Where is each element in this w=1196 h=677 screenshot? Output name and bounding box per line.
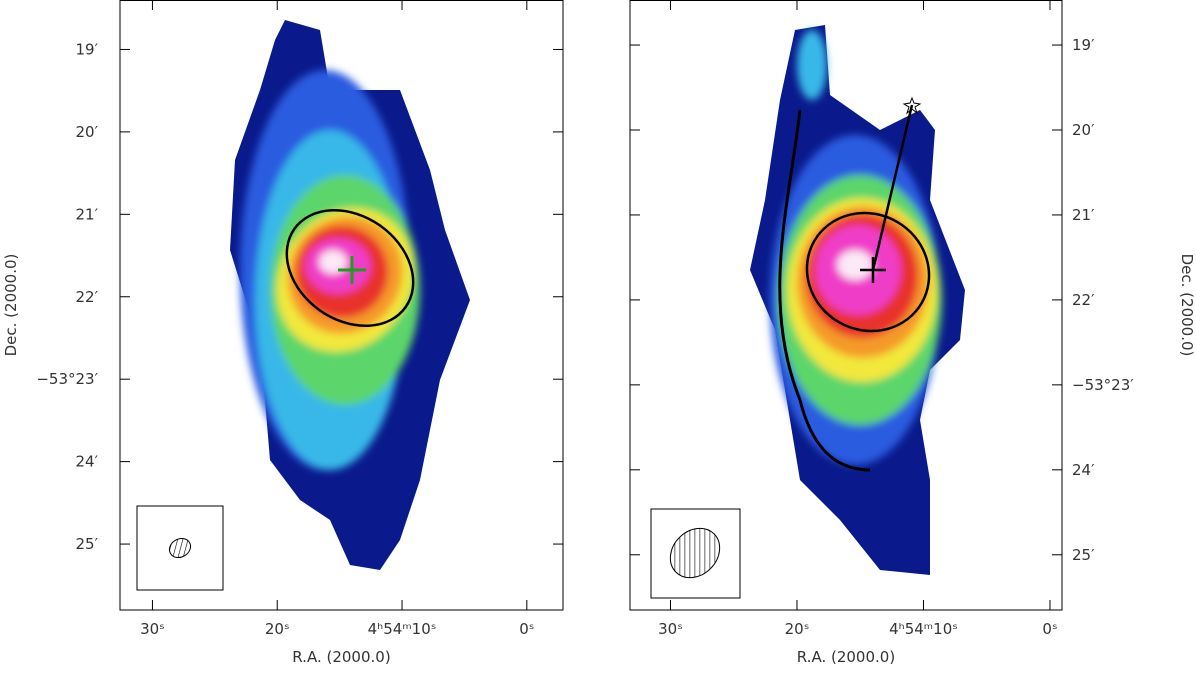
x-tick-label: 20ˢ [785,620,810,638]
x-tick-label: 20ˢ [265,620,290,638]
plot-frame [119,0,564,611]
y-tick-label: −53°23′ [1072,376,1134,394]
x-axis-label: R.A. (2000.0) [797,648,895,666]
y-tick-label: 19′ [76,40,99,58]
y-tick-label: 24′ [1072,461,1095,479]
y-tick-label: 21′ [76,205,99,223]
y-tick-label: 24′ [76,453,99,471]
x-tick-label: 30ˢ [658,620,683,638]
y-axis-label: Dec. (2000.0) [1178,254,1196,357]
y-tick-label: 19′ [1072,36,1095,54]
x-axis-label: R.A. (2000.0) [292,648,390,666]
y-tick-label: 21′ [1072,206,1095,224]
plot-frame [629,0,1063,611]
x-tick-label: 0ˢ [519,620,534,638]
y-tick-label: 20′ [1072,121,1095,139]
x-tick-label: 4ʰ54ᵐ10ˢ [368,620,437,638]
x-tick-label: 4ʰ54ᵐ10ˢ [889,620,958,638]
right-image [650,25,965,599]
left-image [136,20,470,591]
y-tick-label: 20′ [76,123,99,141]
y-tick-label: 22′ [1072,291,1095,309]
y-axis-label: Dec. (2000.0) [2,254,20,357]
y-tick-label: −53°23′ [36,370,98,388]
y-tick-label: 22′ [76,288,99,306]
y-tick-label: 25′ [76,535,99,553]
x-tick-label: 30ˢ [140,620,165,638]
x-tick-label: 0ˢ [1042,620,1057,638]
y-tick-label: 25′ [1072,546,1095,564]
